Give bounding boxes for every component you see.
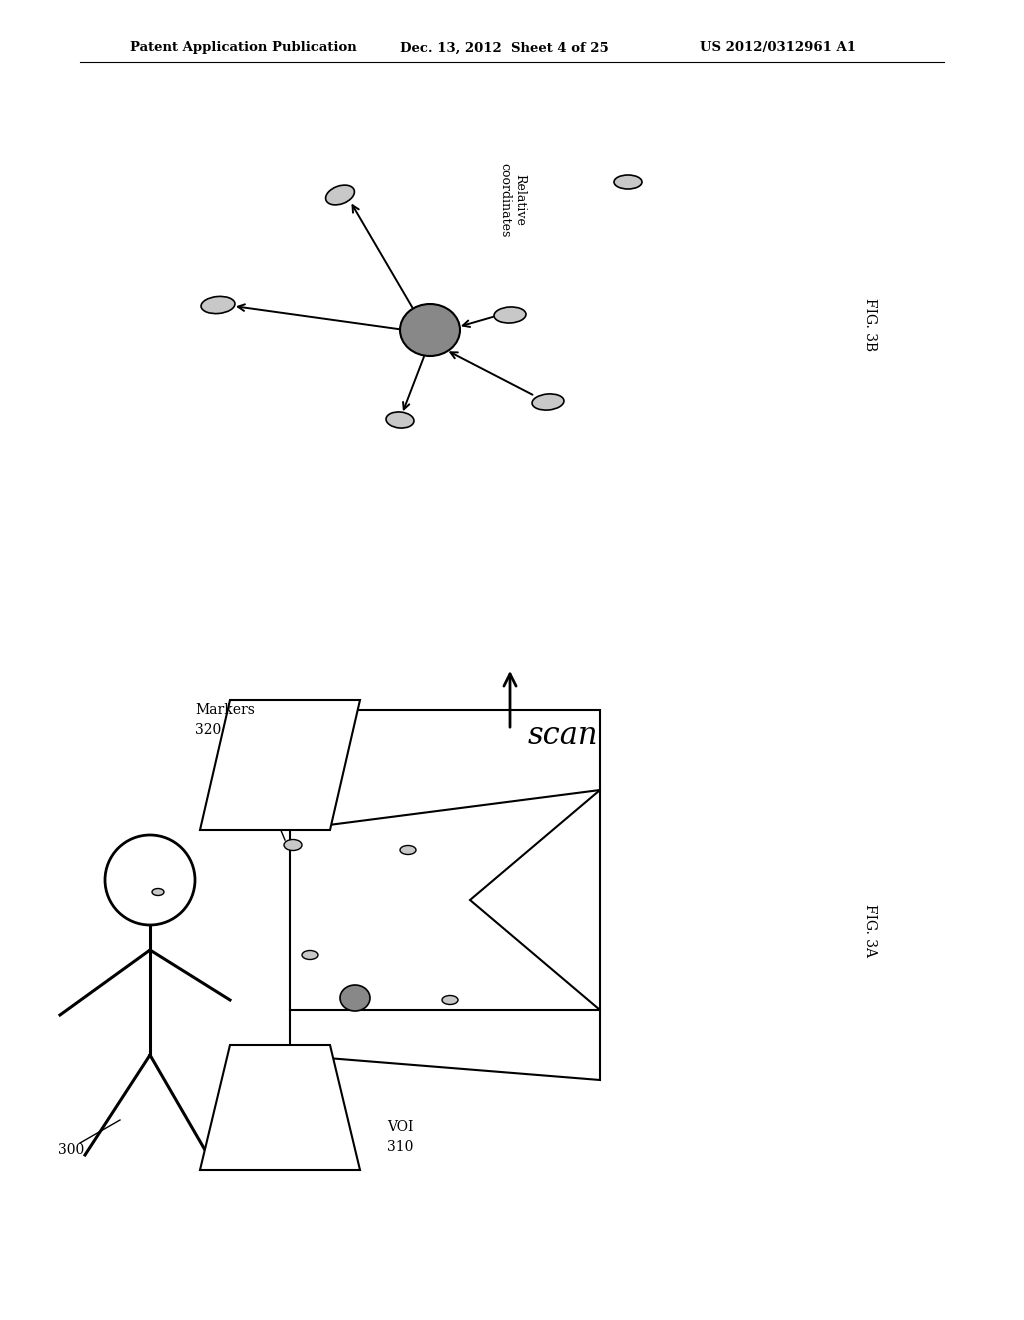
- Text: FIG. 3B: FIG. 3B: [863, 298, 877, 351]
- Ellipse shape: [284, 840, 302, 850]
- Text: FIG. 3A: FIG. 3A: [863, 903, 877, 957]
- Text: Relative
coordinates: Relative coordinates: [498, 162, 526, 238]
- Ellipse shape: [494, 308, 526, 323]
- Text: 320: 320: [195, 723, 221, 737]
- Ellipse shape: [532, 393, 564, 411]
- Ellipse shape: [302, 950, 318, 960]
- Text: VOI: VOI: [387, 1119, 414, 1134]
- Text: US 2012/0312961 A1: US 2012/0312961 A1: [700, 41, 856, 54]
- Ellipse shape: [201, 297, 234, 314]
- Polygon shape: [290, 1010, 600, 1080]
- Text: Markers: Markers: [195, 704, 255, 717]
- Polygon shape: [290, 710, 600, 830]
- Polygon shape: [200, 1045, 360, 1170]
- Circle shape: [105, 836, 195, 925]
- Ellipse shape: [614, 176, 642, 189]
- Ellipse shape: [386, 412, 414, 428]
- Ellipse shape: [326, 185, 354, 205]
- Ellipse shape: [400, 846, 416, 854]
- Text: Patent Application Publication: Patent Application Publication: [130, 41, 356, 54]
- Text: scan: scan: [528, 719, 598, 751]
- Ellipse shape: [442, 995, 458, 1005]
- Ellipse shape: [340, 985, 370, 1011]
- Ellipse shape: [152, 888, 164, 895]
- Polygon shape: [200, 700, 360, 830]
- Text: 310: 310: [387, 1140, 414, 1154]
- Polygon shape: [470, 789, 600, 1010]
- Text: 300: 300: [58, 1143, 84, 1158]
- Text: Dec. 13, 2012  Sheet 4 of 25: Dec. 13, 2012 Sheet 4 of 25: [400, 41, 608, 54]
- Ellipse shape: [400, 304, 460, 356]
